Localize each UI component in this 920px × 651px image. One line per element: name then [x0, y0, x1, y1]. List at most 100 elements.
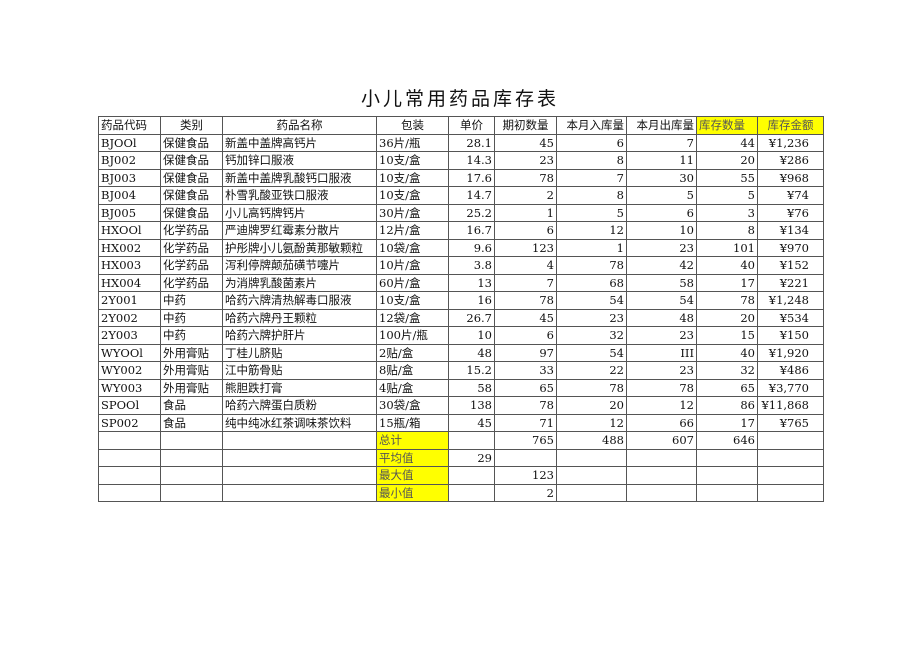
cell-out-qty: III: [626, 343, 697, 362]
cell-stock-value: ¥221: [757, 273, 824, 292]
summary-label: 最大值: [376, 466, 449, 485]
cell-opening-qty: 33: [494, 361, 557, 380]
table-row: HX002 化学药品 护彤牌小儿氨酚黄那敏颗粒 10袋/盒 9.6 123 1 23 101 ¥9…: [98, 238, 824, 257]
cell-category: 外用膏贴: [160, 378, 223, 397]
cell-in-qty: 8: [556, 151, 627, 170]
summary-label: 总计: [376, 431, 449, 450]
summary-unit-price: [448, 466, 495, 485]
cell-opening-qty: 2: [494, 186, 557, 205]
table-row: BJ005 保健食品 小儿高钙牌钙片 30片/盒 25.2 1 5 6 3 ¥76: [98, 203, 824, 222]
cell-opening-qty: 1: [494, 203, 557, 222]
empty-cell: [757, 483, 824, 502]
cell-opening-qty: 65: [494, 378, 557, 397]
cell-packaging: 10支/盒: [376, 151, 449, 170]
cell-category: 中药: [160, 326, 223, 345]
cell-out-qty: 66: [626, 413, 697, 432]
summary-row: 最小值 2: [98, 483, 824, 502]
cell-stock-qty: 17: [696, 413, 758, 432]
summary-opening: 2: [494, 483, 557, 502]
inventory-table: 药品代码 类别 药品名称 包装 单价 期初数量 本月入库量 本月出库量 库存数量…: [98, 116, 824, 502]
cell-out-qty: 23: [626, 238, 697, 257]
cell-packaging: 15瓶/箱: [376, 413, 449, 432]
cell-unit-price: 138: [448, 396, 495, 415]
cell-name: 丁桂儿脐贴: [222, 343, 377, 362]
cell-name: 新盖中盖牌乳酸钙口服液: [222, 168, 377, 187]
cell-in-qty: 12: [556, 413, 627, 432]
cell-in-qty: 22: [556, 361, 627, 380]
table-row: 2Y001 中药 哈药六牌清热解毒口服液 10支/盒 16 78 54 54 78 ¥1,248: [98, 291, 824, 310]
cell-out-qty: 58: [626, 273, 697, 292]
cell-stock-value: ¥74: [757, 186, 824, 205]
cell-stock-qty: 65: [696, 378, 758, 397]
summary-row: 总计 765 488 607 646: [98, 431, 824, 450]
summary-row: 平均值 29: [98, 448, 824, 467]
cell-code: SP002: [98, 413, 161, 432]
cell-stock-value: ¥970: [757, 238, 824, 257]
cell-out-qty: 11: [626, 151, 697, 170]
table-row: WY002 外用膏贴 江中筋骨贴 8贴/盒 15.2 33 22 23 32 ¥486: [98, 361, 824, 380]
cell-name: 小儿高钙牌钙片: [222, 203, 377, 222]
cell-out-qty: 10: [626, 221, 697, 240]
summary-opening: 123: [494, 466, 557, 485]
cell-code: HX004: [98, 273, 161, 292]
cell-unit-price: 28.1: [448, 133, 495, 152]
cell-unit-price: 45: [448, 413, 495, 432]
cell-name: 护彤牌小儿氨酚黄那敏颗粒: [222, 238, 377, 257]
cell-out-qty: 6: [626, 203, 697, 222]
cell-category: 中药: [160, 291, 223, 310]
cell-out-qty: 23: [626, 326, 697, 345]
summary-unit-price: 29: [448, 448, 495, 467]
cell-unit-price: 14.3: [448, 151, 495, 170]
empty-cell: [98, 483, 161, 502]
cell-stock-value: ¥150: [757, 326, 824, 345]
cell-in-qty: 20: [556, 396, 627, 415]
summary-row: 最大值 123: [98, 466, 824, 485]
cell-in-qty: 78: [556, 378, 627, 397]
summary-in: [556, 466, 627, 485]
empty-cell: [757, 448, 824, 467]
cell-stock-qty: 40: [696, 343, 758, 362]
cell-unit-price: 17.6: [448, 168, 495, 187]
cell-opening-qty: 4: [494, 256, 557, 275]
empty-cell: [98, 448, 161, 467]
cell-packaging: 8贴/盒: [376, 361, 449, 380]
cell-stock-value: ¥152: [757, 256, 824, 275]
cell-name: 泻利停牌颠茄磺节嚏片: [222, 256, 377, 275]
cell-category: 化学药品: [160, 273, 223, 292]
cell-out-qty: 42: [626, 256, 697, 275]
cell-stock-value: ¥1,248: [757, 291, 824, 310]
cell-category: 保健食品: [160, 168, 223, 187]
cell-code: BJOOl: [98, 133, 161, 152]
cell-unit-price: 13: [448, 273, 495, 292]
header-unit-price: 单价: [448, 116, 495, 135]
empty-cell: [98, 466, 161, 485]
cell-unit-price: 16: [448, 291, 495, 310]
summary-out: [626, 448, 697, 467]
cell-unit-price: 15.2: [448, 361, 495, 380]
summary-opening: 765: [494, 431, 557, 450]
cell-in-qty: 12: [556, 221, 627, 240]
cell-stock-qty: 20: [696, 151, 758, 170]
empty-cell: [160, 448, 223, 467]
empty-cell: [222, 483, 377, 502]
cell-name: 纯中纯冰红茶调味茶饮料: [222, 413, 377, 432]
cell-packaging: 100片/瓶: [376, 326, 449, 345]
cell-stock-value: ¥1,236: [757, 133, 824, 152]
cell-opening-qty: 123: [494, 238, 557, 257]
table-row: BJ002 保健食品 钙加锌口服液 10支/盒 14.3 23 8 11 20 ¥286: [98, 151, 824, 170]
cell-opening-qty: 45: [494, 133, 557, 152]
table-row: WY003 外用膏贴 熊胆跌打膏 4贴/盒 58 65 78 78 65 ¥3,770: [98, 378, 824, 397]
cell-category: 食品: [160, 413, 223, 432]
cell-name: 江中筋骨贴: [222, 361, 377, 380]
cell-opening-qty: 6: [494, 221, 557, 240]
summary-in: 488: [556, 431, 627, 450]
cell-opening-qty: 78: [494, 291, 557, 310]
cell-out-qty: 23: [626, 361, 697, 380]
cell-category: 保健食品: [160, 186, 223, 205]
cell-packaging: 12片/盒: [376, 221, 449, 240]
header-stock-qty: 库存数量: [696, 116, 758, 135]
cell-out-qty: 54: [626, 291, 697, 310]
summary-stock: [696, 483, 758, 502]
cell-out-qty: 5: [626, 186, 697, 205]
cell-name: 新盖中盖牌高钙片: [222, 133, 377, 152]
